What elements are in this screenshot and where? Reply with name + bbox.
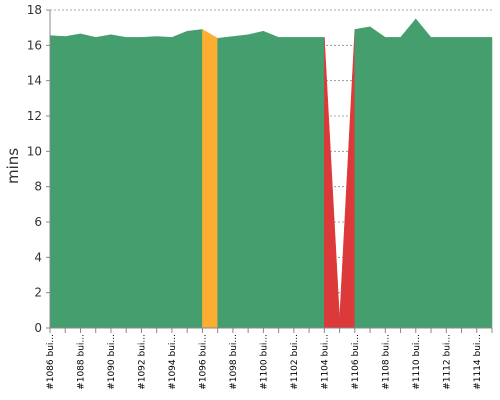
area-segment-success-10 [186,29,203,329]
x-tick-label-19: #1104 bui... [320,334,330,390]
area-segment-success-27 [446,37,462,329]
x-tick-label-9: #1094 bui... [168,334,178,390]
area-segment-success-21 [354,26,371,329]
y-tick-labels: 0 2 4 6 8 10 12 14 16 18 [27,3,42,335]
x-tick-label-27: #1112 bui... [442,334,452,390]
y-tick-label-14: 14 [27,74,42,88]
x-tick-label-21: #1106 bui... [351,334,361,390]
duration-area [49,18,493,329]
area-segment-success-4 [95,34,112,329]
area-segment-success-29 [476,37,493,329]
y-tick-label-18: 18 [27,3,42,17]
area-segment-unstable-11 [202,28,218,329]
area-segment-success-12 [217,36,234,329]
y-tick-label-10: 10 [27,144,42,158]
area-segment-success-5 [110,34,127,329]
area-segment-success-22 [369,26,386,329]
area-segment-success-17 [293,37,310,329]
area-segment-success-3 [80,33,96,329]
x-tick-label-17: #1102 bui... [290,334,300,390]
y-tick-label-4: 4 [34,250,42,264]
area-segment-success-15 [263,30,279,329]
y-axis-label: mins [4,148,22,184]
x-tick-label-7: #1092 bui... [137,334,147,390]
y-tick-label-2: 2 [34,286,42,300]
x-tick-label-23: #1108 bui... [381,334,391,390]
area-segment-success-28 [461,37,478,329]
x-tick-label-5: #1090 bui... [107,334,117,390]
y-tick-label-8: 8 [34,180,42,194]
x-tick-labels: #1086 bui... #1088 bui... #1090 bui... #109… [46,334,483,390]
area-segment-success-9 [171,30,188,329]
area-segment-success-24 [400,18,417,329]
area-segment-success-23 [385,37,401,329]
area-segment-success-6 [125,37,142,329]
y-tick-label-0: 0 [34,321,42,335]
x-tick-label-15: #1100 bui... [259,334,269,390]
axes [46,9,493,333]
area-segment-success-7 [141,36,157,329]
area-segment-success-14 [247,30,264,329]
area-segment-success-13 [232,34,249,329]
area-segment-success-26 [430,37,447,329]
y-tick-label-12: 12 [27,109,42,123]
x-tick-label-29: #1114 bui... [473,334,483,390]
x-tick-label-1: #1086 bui... [46,334,56,390]
area-segment-success-16 [278,37,295,329]
x-tick-label-25: #1110 bui... [412,334,422,390]
y-tick-label-16: 16 [27,38,42,52]
x-tick-label-3: #1088 bui... [76,334,86,390]
area-segment-success-2 [64,33,81,329]
area-segment-success-1 [49,35,66,329]
y-tick-label-6: 6 [34,215,42,229]
x-tick-label-11: #1096 bui... [198,334,208,390]
area-segment-success-18 [308,37,325,329]
area-segment-failed-20 [339,29,356,329]
x-tick-label-13: #1098 bui... [229,334,239,390]
area-segment-success-8 [156,36,173,329]
area-segment-success-25 [415,18,432,329]
